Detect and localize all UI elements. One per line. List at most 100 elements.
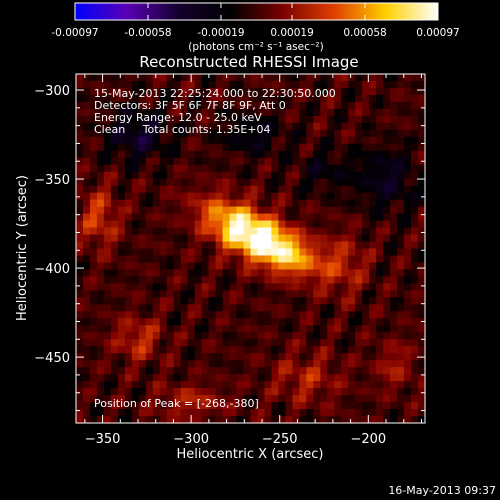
heatmap-cell [103,360,112,368]
heatmap-cell [404,416,412,424]
heatmap-cell [341,332,349,340]
heatmap-cell [348,262,356,271]
heatmap-cell [257,395,266,403]
heatmap-cell [222,178,231,187]
heatmap-cell [89,255,98,264]
heatmap-cell [278,395,286,403]
heatmap-cell [215,199,224,208]
heatmap-cell [397,283,405,291]
heatmap-cell [222,87,231,96]
heatmap-cell [411,150,419,159]
heatmap-cell [271,381,280,389]
heatmap-cell [320,213,328,222]
heatmap-cell [264,325,273,333]
heatmap-cell [250,409,259,417]
heatmap-cell [250,311,259,319]
heatmap-cell [376,374,384,382]
heatmap-cell [271,311,280,319]
heatmap-cell [271,115,280,124]
heatmap-cell [306,206,314,215]
heatmap-cell [96,276,105,284]
heatmap-cell [138,122,147,131]
heatmap-cell [124,94,133,103]
heatmap-cell [418,297,426,305]
heatmap-cell [376,234,384,243]
heatmap-cell [362,164,370,173]
heatmap-cell [250,122,259,131]
heatmap-cell [271,318,280,326]
heatmap-cell [96,409,105,417]
heatmap-cell [271,129,280,138]
heatmap-cell [285,304,293,312]
heatmap-cell [278,255,286,264]
heatmap-cell [418,304,426,312]
heatmap-cell [159,115,168,124]
heatmap-cell [208,360,217,368]
heatmap-cell [292,318,300,326]
heatmap-cell [327,276,335,284]
heatmap-cell [299,150,307,159]
heatmap-cell [334,353,342,361]
heatmap-cell [271,220,280,229]
heatmap-cell [236,269,245,278]
heatmap-cell [131,262,140,271]
heatmap-cell [264,360,273,368]
heatmap-cell [222,164,231,173]
heatmap-cell [124,346,133,354]
heatmap-cell [271,185,280,194]
heatmap-cell [173,416,182,424]
heatmap-cell [271,269,280,278]
heatmap-cell [362,199,370,208]
heatmap-cell [173,360,182,368]
heatmap-cell [117,150,126,159]
heatmap-cell [145,74,154,82]
heatmap-cell [278,213,286,222]
heatmap-cell [236,108,245,117]
heatmap-cell [124,262,133,271]
heatmap-cell [103,192,112,201]
heatmap-cell [313,199,321,208]
heatmap-cell [236,255,245,264]
heatmap-cell [320,87,328,96]
heatmap-cell [131,374,140,382]
heatmap-cell [229,374,238,382]
heatmap-cell [299,115,307,124]
heatmap-cell [348,332,356,340]
heatmap-cell [348,108,356,117]
heatmap-cell [96,164,105,173]
heatmap-cell [138,339,147,347]
heatmap-cell [76,409,84,417]
heatmap-cell [243,346,252,354]
heatmap-cell [250,332,259,340]
heatmap-cell [145,101,154,110]
heatmap-cell [201,143,210,152]
colorbar-ticks [74,3,439,20]
heatmap-cell [173,325,182,333]
heatmap-cell [320,94,328,103]
heatmap-cell [159,297,168,305]
heatmap-cell [187,115,196,124]
heatmap-cell [145,304,154,312]
heatmap-cell [383,227,391,236]
heatmap-cell [369,409,377,417]
heatmap-cell [159,416,168,424]
heatmap-cell [334,87,342,96]
heatmap-cell [110,94,119,103]
heatmap-cell [138,346,147,354]
heatmap-cell [103,395,112,403]
heatmap-cell [110,143,119,152]
heatmap-cell [264,164,273,173]
heatmap-cell [76,178,84,187]
heatmap-cell [201,234,210,243]
heatmap-cell [397,192,405,201]
heatmap-cell [418,87,426,96]
heatmap-cell [236,262,245,271]
heatmap-cell [376,269,384,278]
heatmap-cell [327,185,335,194]
heatmap-cell [411,241,419,250]
heatmap-cell [348,381,356,389]
heatmap-cell [222,171,231,180]
heatmap-cell [229,353,238,361]
heatmap-cell [82,122,91,131]
heatmap-cell [166,80,175,89]
